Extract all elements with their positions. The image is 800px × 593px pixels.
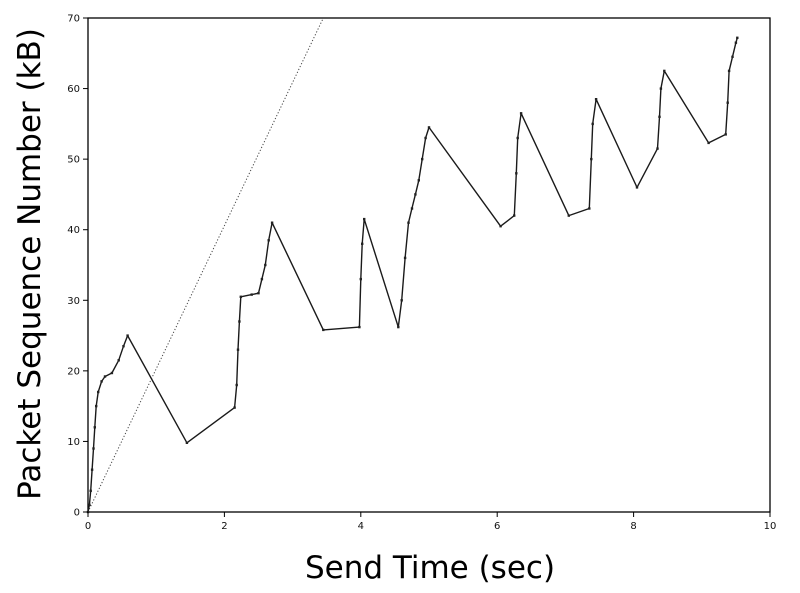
data-point (90, 468, 94, 471)
sequence-series-line (87, 37, 738, 513)
data-point (89, 489, 92, 492)
data-point (516, 136, 519, 140)
x-tick-label: 0 (85, 521, 91, 532)
data-point (185, 441, 189, 444)
data-point (588, 207, 591, 210)
data-point (363, 217, 366, 221)
data-point (358, 325, 361, 329)
data-point (103, 375, 107, 378)
data-point (659, 87, 663, 90)
data-point (267, 239, 270, 242)
data-point (250, 293, 253, 296)
data-point (734, 41, 738, 44)
data-point (397, 325, 400, 329)
data-point (270, 221, 274, 224)
plot-frame (87, 17, 771, 513)
data-point (736, 36, 739, 39)
data-point (322, 328, 325, 332)
data-point (235, 383, 238, 387)
data-point (88, 503, 91, 507)
data-point (236, 348, 240, 351)
data-point (122, 345, 125, 348)
y-tick-label: 0 (74, 508, 80, 519)
data-point (400, 299, 403, 302)
data-point (726, 101, 729, 104)
data-point (421, 157, 424, 161)
data-point (424, 136, 427, 140)
data-point (238, 320, 241, 323)
data-point (257, 292, 260, 295)
y-tick-label: 50 (67, 155, 80, 166)
data-point (427, 126, 431, 129)
data-point (92, 447, 95, 450)
data-point (260, 277, 264, 281)
y-tick-label: 20 (67, 366, 80, 377)
data-point (656, 147, 659, 150)
x-tick-label: 6 (494, 521, 500, 532)
data-point (95, 404, 98, 408)
data-point (731, 55, 734, 58)
y-tick-label: 40 (67, 225, 80, 236)
data-point (359, 277, 362, 281)
data-point (126, 334, 129, 337)
y-tick-label: 10 (67, 437, 80, 448)
data-point (513, 214, 516, 217)
y-tick-label: 60 (67, 84, 80, 95)
data-point (590, 157, 593, 161)
data-point (239, 295, 242, 298)
x-tick-label: 10 (764, 521, 777, 532)
y-tick-label: 30 (67, 296, 80, 307)
data-point (97, 390, 100, 394)
x-tick-label: 4 (358, 521, 364, 532)
data-point (93, 426, 96, 429)
reference-line (87, 17, 324, 513)
data-point (264, 263, 267, 267)
x-tick-label: 8 (630, 521, 636, 532)
data-point (499, 225, 502, 228)
data-point (410, 207, 414, 210)
data-point (591, 122, 594, 126)
data-point (100, 380, 103, 383)
x-axis-title: Send Time (sec) (305, 550, 555, 586)
data-point (407, 221, 410, 224)
data-point (724, 133, 727, 136)
data-point (594, 98, 598, 101)
data-point (515, 172, 518, 175)
x-tick-label: 2 (221, 521, 227, 532)
data-point (658, 115, 661, 118)
data-point (117, 359, 120, 362)
y-tick-label: 70 (67, 14, 80, 25)
data-point (233, 406, 236, 409)
data-point (567, 214, 570, 217)
y-axis-title: Packet Sequence Number (kB) (12, 28, 48, 500)
data-point (417, 179, 420, 182)
data-point (519, 112, 523, 115)
data-point (414, 193, 417, 196)
data-point (110, 371, 114, 375)
data-point (707, 141, 710, 145)
data-point (361, 242, 364, 245)
data-point (727, 69, 731, 73)
data-point (403, 256, 407, 260)
data-point (635, 186, 639, 189)
data-point (663, 69, 666, 73)
